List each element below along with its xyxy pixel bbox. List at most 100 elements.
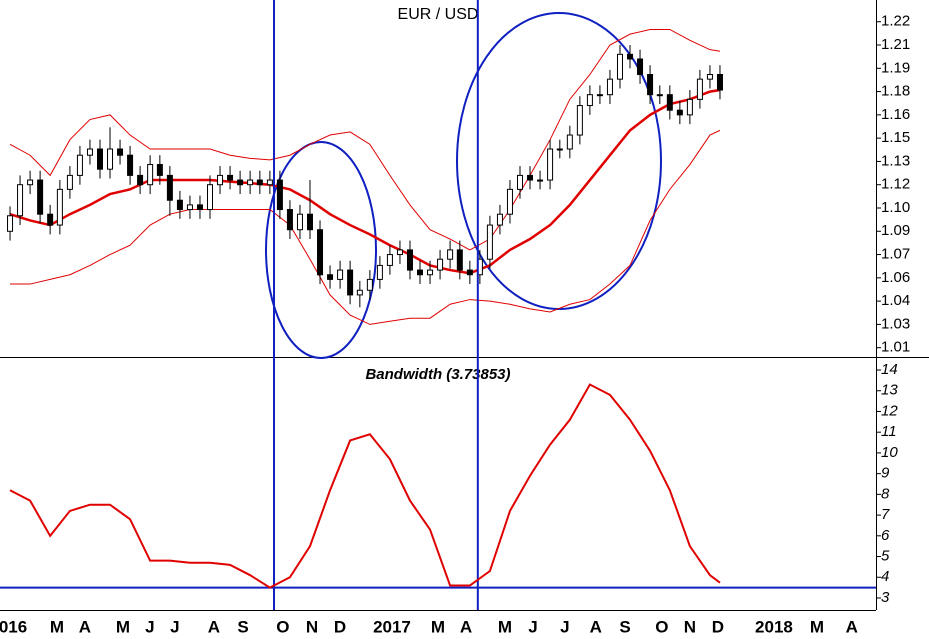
band-line	[10, 129, 721, 325]
x-tick-label: A	[846, 617, 858, 636]
candle-body	[417, 269, 424, 276]
candle-body	[37, 179, 44, 215]
y-tick-label: 4	[881, 568, 889, 585]
x-tick-label: J	[170, 617, 179, 636]
candle-body	[56, 188, 63, 226]
bandwidth-line	[9, 383, 721, 589]
candle-body	[396, 249, 403, 256]
candle-body	[117, 148, 124, 156]
candle-body	[227, 174, 234, 181]
y-tick-label: 1.10	[881, 199, 910, 216]
candle-body	[506, 188, 513, 215]
x-tick-label: M	[810, 617, 824, 636]
candle-body	[576, 105, 583, 136]
y-tick-label: 1.16	[881, 106, 910, 123]
candle-body	[96, 148, 103, 170]
x-tick-label: N	[306, 617, 318, 636]
candle-body	[286, 209, 293, 231]
candle-body	[196, 204, 203, 211]
candle-body	[66, 174, 73, 190]
candle-body	[656, 94, 663, 97]
candle-body	[156, 164, 163, 176]
candle-body	[27, 179, 34, 186]
candle-body	[496, 213, 503, 226]
indicator-title: Bandwidth (3.73853)	[365, 366, 510, 383]
y-tick-label: 1.19	[881, 59, 910, 76]
x-tick-label: M	[116, 617, 130, 636]
candle-body	[137, 174, 144, 186]
x-tick-label: A	[590, 617, 602, 636]
candle-body	[327, 274, 334, 280]
highlight-ellipse	[265, 141, 377, 359]
x-tick-label: 2016	[0, 617, 27, 636]
y-tick-label: 13	[881, 382, 898, 399]
y-tick-label: 1.03	[881, 315, 910, 332]
y-tick-label: 1.07	[881, 246, 910, 263]
y-tick-label: 11	[881, 423, 897, 440]
candle-body	[127, 154, 134, 176]
candle-body	[176, 199, 183, 211]
x-tick-label: A	[79, 617, 91, 636]
candle-body	[276, 179, 283, 211]
y-tick-label: 12	[881, 402, 898, 419]
candle-body	[7, 215, 14, 232]
band-line	[9, 28, 721, 251]
x-tick-label: A	[208, 617, 220, 636]
candle-body	[647, 74, 654, 96]
y-tick-label: 7	[881, 506, 890, 523]
candle-body	[266, 179, 273, 186]
band-line	[9, 88, 721, 275]
candle-body	[256, 179, 263, 186]
x-tick-label: D	[712, 617, 724, 636]
candle-body	[76, 154, 83, 176]
candle-body	[237, 179, 244, 186]
candle-body	[706, 74, 713, 80]
candle-body	[437, 258, 444, 271]
y-tick-label: 1.18	[881, 83, 910, 100]
candle-body	[186, 204, 193, 211]
candle-body	[716, 74, 723, 91]
y-tick-label: 6	[881, 527, 890, 544]
y-tick-label: 8	[881, 485, 890, 502]
candle-body	[447, 249, 454, 260]
candle-body	[516, 174, 523, 190]
candle-body	[427, 269, 434, 276]
candle-body	[147, 164, 154, 186]
x-tick-label: 2018	[755, 617, 793, 636]
x-tick-label: J	[560, 617, 569, 636]
x-tick-label: A	[460, 617, 472, 636]
candle-body	[166, 174, 173, 201]
candle-body	[486, 224, 493, 260]
y-tick-label: 9	[881, 465, 890, 482]
x-tick-label: J	[528, 617, 537, 636]
candle-body	[666, 94, 673, 111]
candle-body	[556, 148, 563, 151]
candle-body	[627, 53, 634, 60]
candle-body	[247, 179, 254, 186]
candle-body	[466, 269, 473, 276]
candle-body	[686, 98, 693, 116]
x-tick-label: M	[431, 617, 445, 636]
y-tick-label: 1.01	[881, 339, 910, 356]
candle-body	[456, 249, 463, 271]
candle-body	[406, 249, 413, 271]
candle-body	[107, 148, 114, 170]
candle-body	[527, 174, 534, 181]
y-tick-label: 1.15	[881, 129, 910, 146]
x-tick-label: O	[655, 617, 668, 636]
chart-title: EUR / USD	[398, 6, 479, 23]
candle-body	[86, 148, 93, 156]
y-tick-label: 10	[881, 444, 898, 461]
y-tick-label: 5	[881, 548, 890, 565]
candle-body	[317, 229, 324, 276]
y-tick-label: 1.21	[881, 36, 910, 53]
x-tick-label: M	[50, 617, 64, 636]
x-tick-label: S	[619, 617, 630, 636]
y-tick-label: 1.09	[881, 222, 910, 239]
candle-body	[207, 184, 214, 211]
x-tick-label: J	[145, 617, 154, 636]
candle-body	[547, 148, 554, 181]
candle-body	[696, 78, 703, 100]
